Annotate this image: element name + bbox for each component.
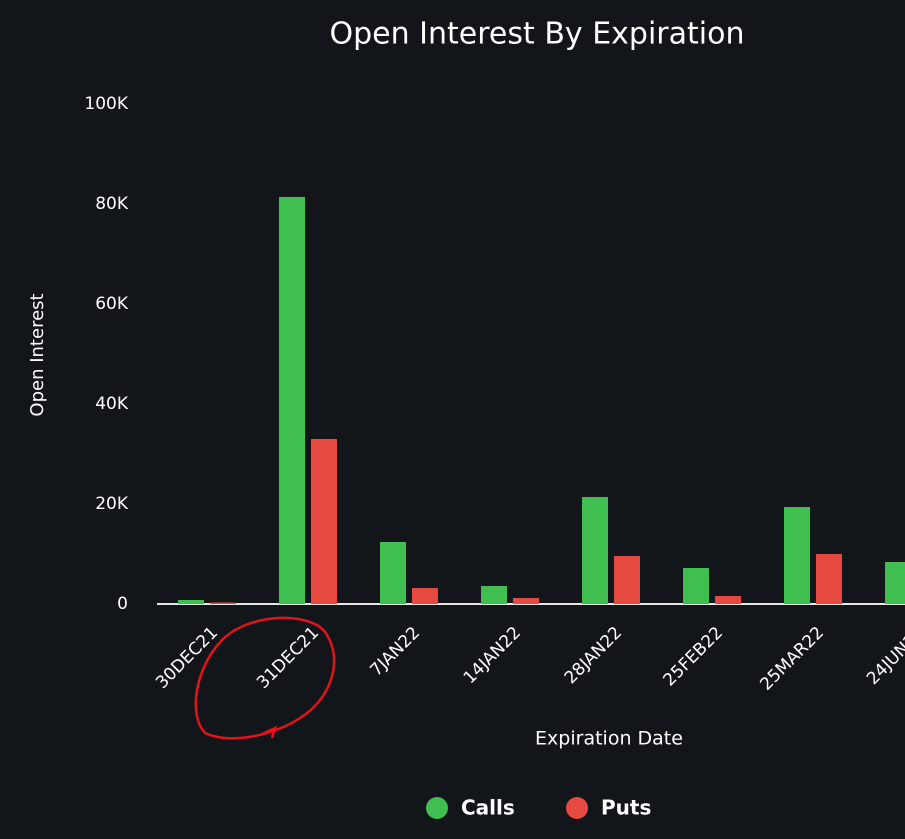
- bar: [683, 568, 709, 604]
- chart-title: Open Interest By Expiration: [330, 17, 745, 52]
- y-tick-label: 20K: [95, 494, 129, 514]
- bar: [885, 562, 905, 604]
- y-tick-label: 60K: [95, 294, 129, 314]
- y-tick-label: 40K: [95, 394, 129, 414]
- y-tick-label: 0: [117, 594, 128, 614]
- bar: [481, 586, 507, 604]
- y-axis-label: Open Interest: [27, 293, 48, 416]
- y-tick-label: 100K: [84, 94, 128, 114]
- bar: [279, 197, 305, 604]
- legend-label: Puts: [601, 796, 651, 820]
- bar: [784, 507, 810, 604]
- legend-label: Calls: [461, 796, 515, 820]
- hand-drawn-circle: [194, 616, 336, 740]
- bar: [816, 554, 842, 604]
- bar: [210, 602, 236, 604]
- legend-marker: [426, 797, 448, 819]
- bar: [715, 596, 741, 604]
- bar: [412, 588, 438, 604]
- bar: [614, 556, 640, 604]
- y-tick-label: 80K: [95, 194, 129, 214]
- legend-marker: [566, 797, 588, 819]
- bar: [380, 542, 406, 604]
- bar: [513, 598, 539, 604]
- x-axis-label: Expiration Date: [535, 728, 683, 750]
- bar: [178, 600, 204, 604]
- bar: [582, 497, 608, 604]
- bar: [311, 439, 337, 604]
